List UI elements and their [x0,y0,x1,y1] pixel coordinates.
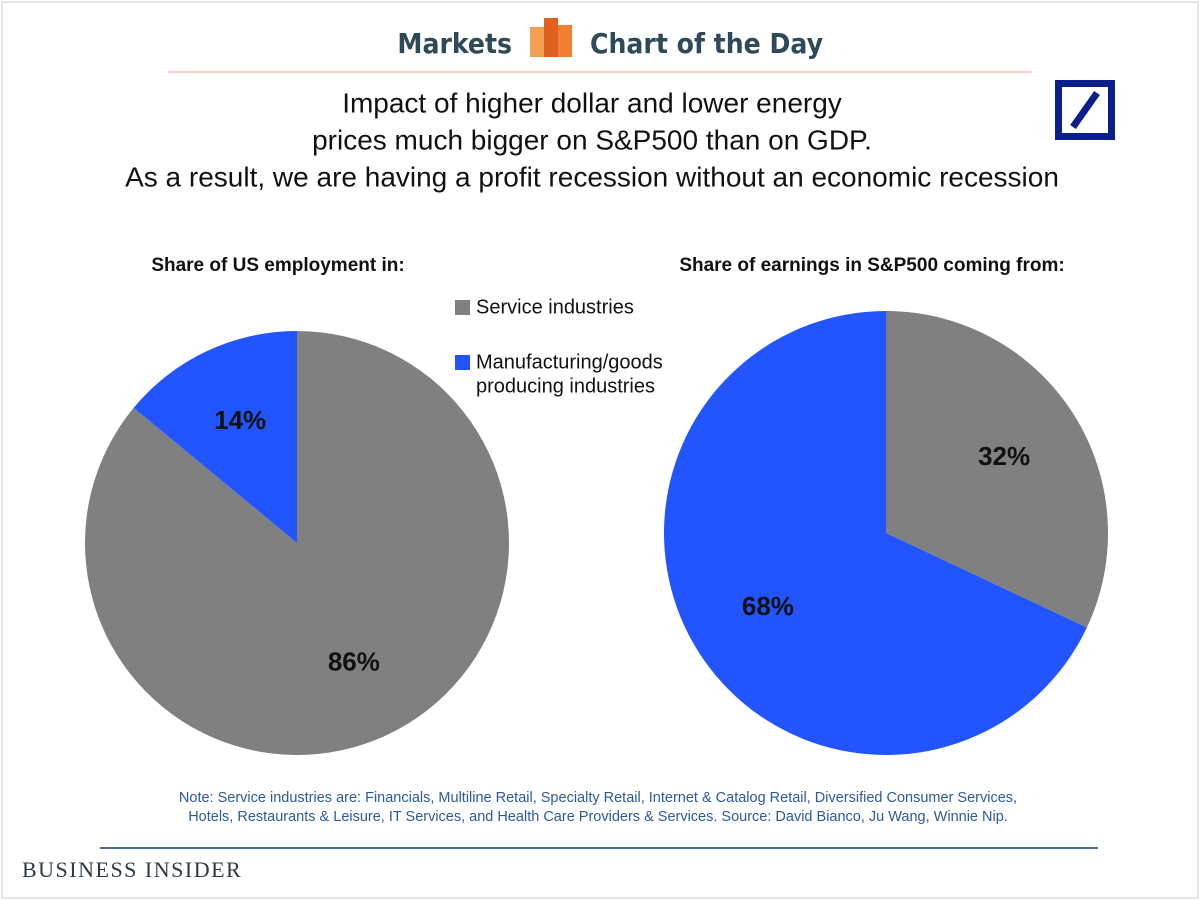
header-left: Markets [397,27,512,60]
title-line: Impact of higher dollar and lower energy [342,87,842,118]
pie-title: Share of US employment in: [151,255,404,276]
legend-swatch [455,355,470,370]
value-label: 32% [978,441,1030,471]
header-right: Chart of the Day [590,27,823,60]
legend-label: Manufacturing/goods [476,351,663,373]
pie-title: Share of earnings in S&P500 coming from: [679,255,1064,276]
pie-slice [886,311,1108,628]
legend-label: Service industries [476,296,634,318]
footer: BUSINESS INSIDER [22,857,242,882]
note-line: Note: Service industries are: Financials… [179,790,1017,806]
pie-slice [664,311,1087,755]
value-label: 86% [328,647,380,677]
legend-swatch [455,300,470,315]
note-line: Hotels, Restaurants & Leisure, IT Servic… [188,809,1008,825]
value-label: 68% [742,591,794,621]
value-label: 14% [214,405,266,435]
pie-slice [133,331,297,543]
bank-logo [1055,80,1115,140]
legend-label: producing industries [476,375,655,397]
header-icon [530,18,572,57]
title-line: prices much bigger on S&P500 than on GDP… [312,124,872,155]
title-line: As a result, we are having a profit rece… [125,161,1059,192]
